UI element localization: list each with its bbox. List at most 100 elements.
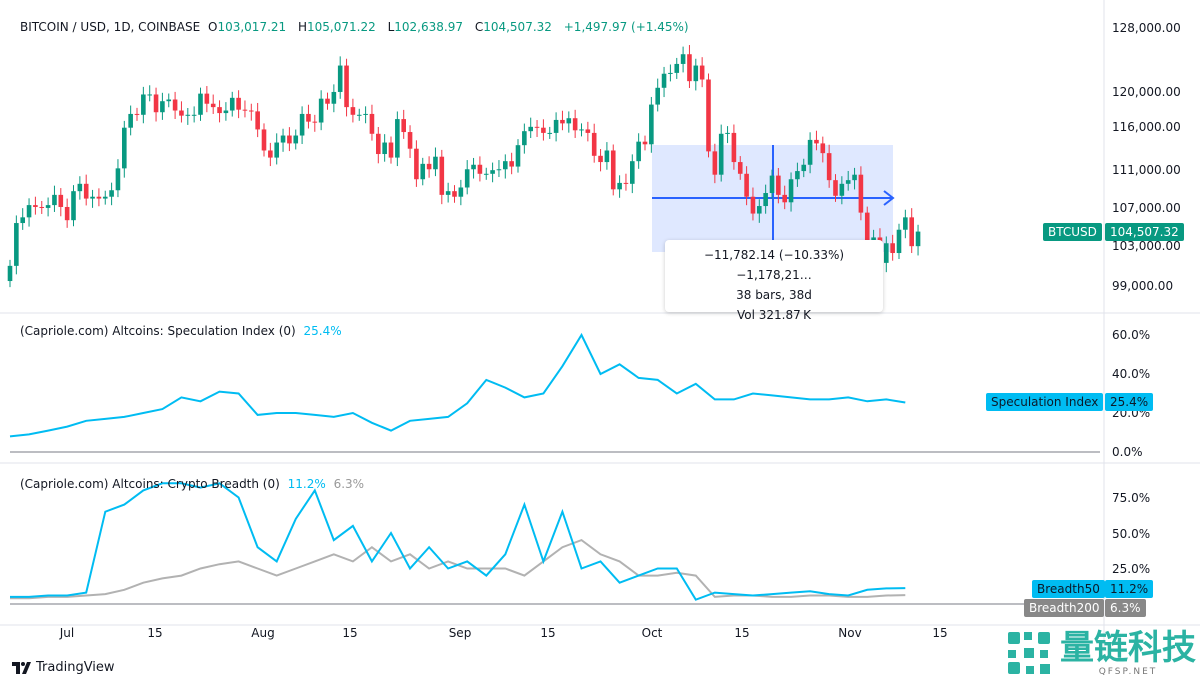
close-label: C [474,20,484,34]
candle-body [490,170,495,174]
candle-body [560,119,565,124]
candle-body [414,148,419,180]
candle-body [744,173,749,197]
candle-body [534,126,540,128]
candle-body [147,94,152,96]
candle-body [71,191,76,221]
candle-body [496,169,502,171]
candle-body [401,119,406,133]
candle-body [191,114,197,116]
candle-body [395,119,400,158]
measure-volume: Vol 321.87 K [736,308,812,322]
price-tick: 107,000.00 [1112,201,1181,215]
candle-body [261,129,267,151]
candle-body [795,171,800,180]
candle-body [547,132,553,134]
tradingview-logo[interactable]: TradingView [12,660,115,675]
measure-tooltip: −11,782.14 (−10.33%) −1,178,21… 38 bars,… [665,240,883,322]
candle-body [528,126,533,132]
breadth50-line [10,482,906,601]
watermark-url: QFSP.NET [1098,667,1158,677]
candle-body [725,132,730,134]
candle-body [471,164,476,170]
candle-body [572,118,578,131]
candle-body [750,196,756,214]
candle-body [204,93,210,104]
price-tick: 128,000.00 [1112,21,1181,35]
candle-body [668,72,673,74]
time-tick: Sep [448,626,472,640]
candle-body [477,164,483,174]
spec-name-tag: Speculation Index [986,393,1104,411]
candle-body [522,131,527,146]
candle-body [699,65,705,80]
candle-body [255,111,260,130]
candle-body [503,161,508,170]
arrow-right-icon [883,190,895,206]
candle-body [20,217,25,224]
candle-body [623,182,629,184]
candle-body [515,145,521,167]
breadth200-value: 6.3% [333,477,365,491]
candle-body [426,163,432,170]
candle-body [90,196,95,199]
candle-body [337,65,343,92]
spec-tick: 0.0% [1112,445,1143,459]
candle-body [579,129,584,131]
candle-body [610,150,616,190]
candle-body [541,127,546,133]
candle-body [858,174,864,213]
price-tick: 120,000.00 [1112,85,1181,99]
low-label: L [387,20,395,34]
candle-body [788,179,794,203]
candle-body [680,54,686,64]
candle-body [807,139,813,165]
candle-body [617,182,622,190]
spec-value: 25.4% [303,324,342,338]
candle-body [229,97,235,111]
candle-body [128,113,133,128]
candle-body [331,91,337,104]
candle-body [382,142,387,155]
breadth-tick: 25.0% [1112,562,1151,576]
breadth50-name-tag: Breadth50 [1032,580,1105,598]
candle-body [433,156,438,170]
candle-body [642,141,648,145]
candle-body [814,139,819,144]
candle-body [376,133,381,155]
candle-body [58,194,64,207]
measure-tool[interactable] [652,145,895,252]
time-tick: 15 [147,626,163,640]
brand-name: TradingView [36,660,115,675]
candle-body [763,193,768,207]
price-tick: 99,000.00 [1112,279,1174,293]
candle-body [585,129,591,133]
candle-body [242,109,248,111]
indicator-lines [9,332,906,601]
candle-body [280,135,286,143]
breadth-title: (Capriole.com) Altcoins: Crypto Breadth … [20,477,280,491]
candle-body [33,205,38,207]
candle-body [801,164,807,172]
candles [7,45,921,288]
price-tick: 103,000.00 [1112,239,1181,253]
candle-body [134,113,140,115]
candle-body [591,132,597,156]
candle-body [83,183,89,199]
candle-body [14,223,19,266]
candle-body [210,103,216,108]
candle-body [852,174,857,181]
candle-body [141,94,146,115]
candle-body [388,142,394,158]
candle-body [293,135,299,144]
candle-body [845,180,851,184]
candle-body [299,113,305,136]
time-tick: 15 [734,626,750,640]
candle-body [655,87,660,105]
candle-body [757,206,762,214]
candle-body [287,135,292,144]
breadth-tick: 75.0% [1112,491,1151,505]
candle-body [693,65,699,82]
close-value: 104,507.32 [483,20,552,34]
